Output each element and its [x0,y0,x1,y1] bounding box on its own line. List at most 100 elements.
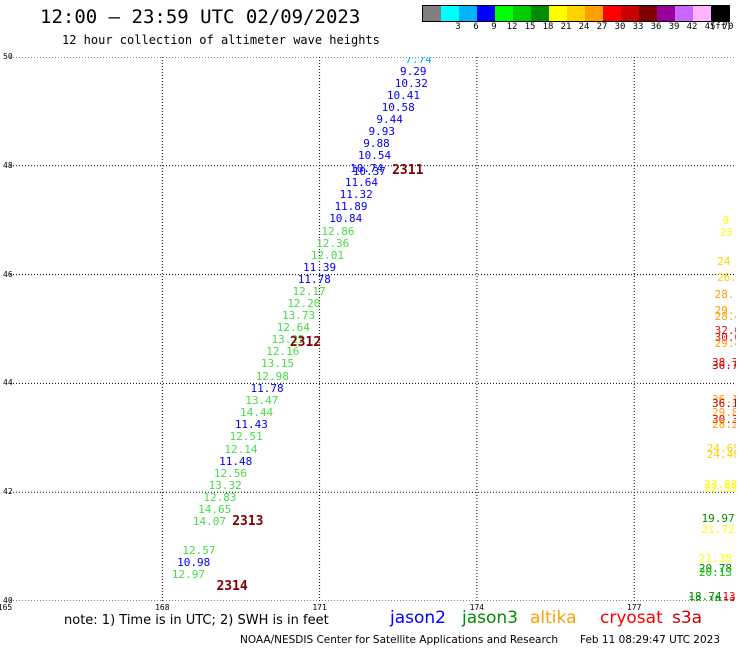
legend-swatch [513,6,531,21]
wave-height-value: 11.64 [344,176,379,190]
wave-height-value: 11.78 [297,273,331,287]
longitude-label: 171 [312,603,327,612]
legend-label: 39 [668,22,680,32]
legend-label: 27 [596,22,608,32]
color-scale-legend [422,5,730,22]
legend-swatch [693,6,711,21]
wave-height-value: 29. [714,303,735,317]
satellite-name: s3a [672,608,703,628]
wave-height-value: 36.12 [711,392,736,406]
legend-label: 3 [455,22,461,32]
wave-height-value: 13 [722,595,735,601]
legend-label: 33 [632,22,644,32]
wave-height-value: 24.65 [706,441,736,455]
pass-time-label: 2313 [232,514,264,530]
wave-height-value: 29.4 [714,337,736,351]
satellite-name: jason2 [390,608,446,628]
wave-height-value: 11.48 [219,454,253,468]
legend-swatch [459,6,477,21]
latitude-label: 42 [3,487,13,497]
wave-height-value: 10.58 [381,100,415,114]
wave-height-value: 36.70 [711,358,736,372]
page-subtitle: 12 hour collection of altimeter wave hei… [62,33,380,47]
wave-height-value: 20.13 [698,565,732,579]
satellite-name: cryosat [600,608,663,628]
wave-height-value: 23.88 [704,478,736,492]
wave-height-value: 12.64 [276,320,310,334]
latitude-label: 46 [3,269,13,279]
wave-height-value: 12.16 [266,345,300,359]
wave-height-value: 12.36 [316,236,350,250]
wave-height-value: 12.56 [213,466,247,480]
wave-height-value: 12.86 [321,224,355,238]
wave-height-value: 12.83 [203,491,237,505]
page-title: 12:00 – 23:59 UTC 02/09/2023 [40,6,361,28]
legend-swatch [531,6,549,21]
wave-height-value: 30.0 [714,331,736,345]
wave-height-value: 24 [717,255,731,269]
wave-height-value: 7.74 [405,57,432,66]
wave-height-value: 38.76 [711,355,736,369]
wave-height-value: 28.4 [714,310,736,324]
wave-height-value: 14.07 [192,515,226,529]
wave-height-value: 12.20 [287,296,321,310]
wave-height-value: 9 [722,213,730,227]
longitude-label: 168 [155,603,170,612]
wave-height-value: 36.14 [711,397,736,411]
satellite-name: jason3 [462,608,518,628]
wave-height-value: 9.29 [399,64,427,78]
wave-height-value: 10.37 [352,164,386,178]
wave-height-value: 30.32 [711,412,736,426]
wave-height-value: 11.32 [339,188,373,202]
wave-height-value: 14.65 [198,503,232,517]
legend-label: 45 [704,22,716,32]
legend-swatch [423,6,441,21]
longitude-label: 177 [626,603,642,612]
legend-swatch [603,6,621,21]
wave-height-value: 18.19 [688,594,722,601]
wave-height-value: 10.32 [394,76,428,90]
legend-unit: (ft) [710,22,732,32]
wave-height-value: 10.54 [358,149,392,162]
wave-height-value: 22.58 [704,481,736,495]
wave-height-value: 12.17 [292,285,326,298]
satellite-name: altika [530,608,577,628]
wave-height-value: 12.97 [171,567,206,581]
longitude-label: 165 [0,603,13,612]
pass-time-label: 2312 [289,334,322,350]
legend-label: 36 [650,22,662,32]
wave-height-value: 32.0 [714,324,736,338]
legend-label: 21 [560,22,572,32]
wave-height-value: 10.84 [329,212,363,226]
wave-height-value: 10.74 [350,162,384,176]
wave-height-value: 11.89 [334,200,368,214]
legend-label: 18 [542,22,554,32]
wave-height-value: 20.78 [698,561,732,575]
latitude-label: 44 [3,378,13,388]
map-grid [10,57,736,601]
wave-height-value: 29.85 [711,406,736,420]
legend-label: 15 [524,22,536,32]
wave-height-value: 21.38 [698,551,732,565]
wave-height-value: 13.73 [282,308,316,322]
legend-swatch [621,6,639,21]
wave-height-value: 21.72 [701,523,735,537]
legend-label: 9 [491,22,497,32]
wave-height-value: 11.39 [302,260,337,274]
legend-swatch [639,6,657,21]
wave-height-value: 13.32 [208,479,242,493]
latitude-label: 40 [3,596,13,605]
legend-label: 12 [506,22,518,32]
wave-height-value: 14.44 [240,406,274,420]
generated-timestamp: Feb 11 08:29:47 UTC 2023 [580,634,720,646]
legend-swatch [675,6,693,21]
latitude-label: 48 [3,160,13,170]
credit-line: NOAA/NESDIS Center for Satellite Applica… [240,634,558,646]
map-plot-area: 7.74 9.29 10.32 10.41 10.58 9.44 9.93 9.88 10.54… [10,57,736,601]
wave-height-value: 9.88 [363,137,390,151]
wave-height-value: 23 [719,226,734,240]
wave-height-value: 13.15 [261,357,295,371]
wave-height-value: 10.41 [386,88,420,102]
legend-swatch [657,6,675,21]
legend-swatch [495,6,513,21]
